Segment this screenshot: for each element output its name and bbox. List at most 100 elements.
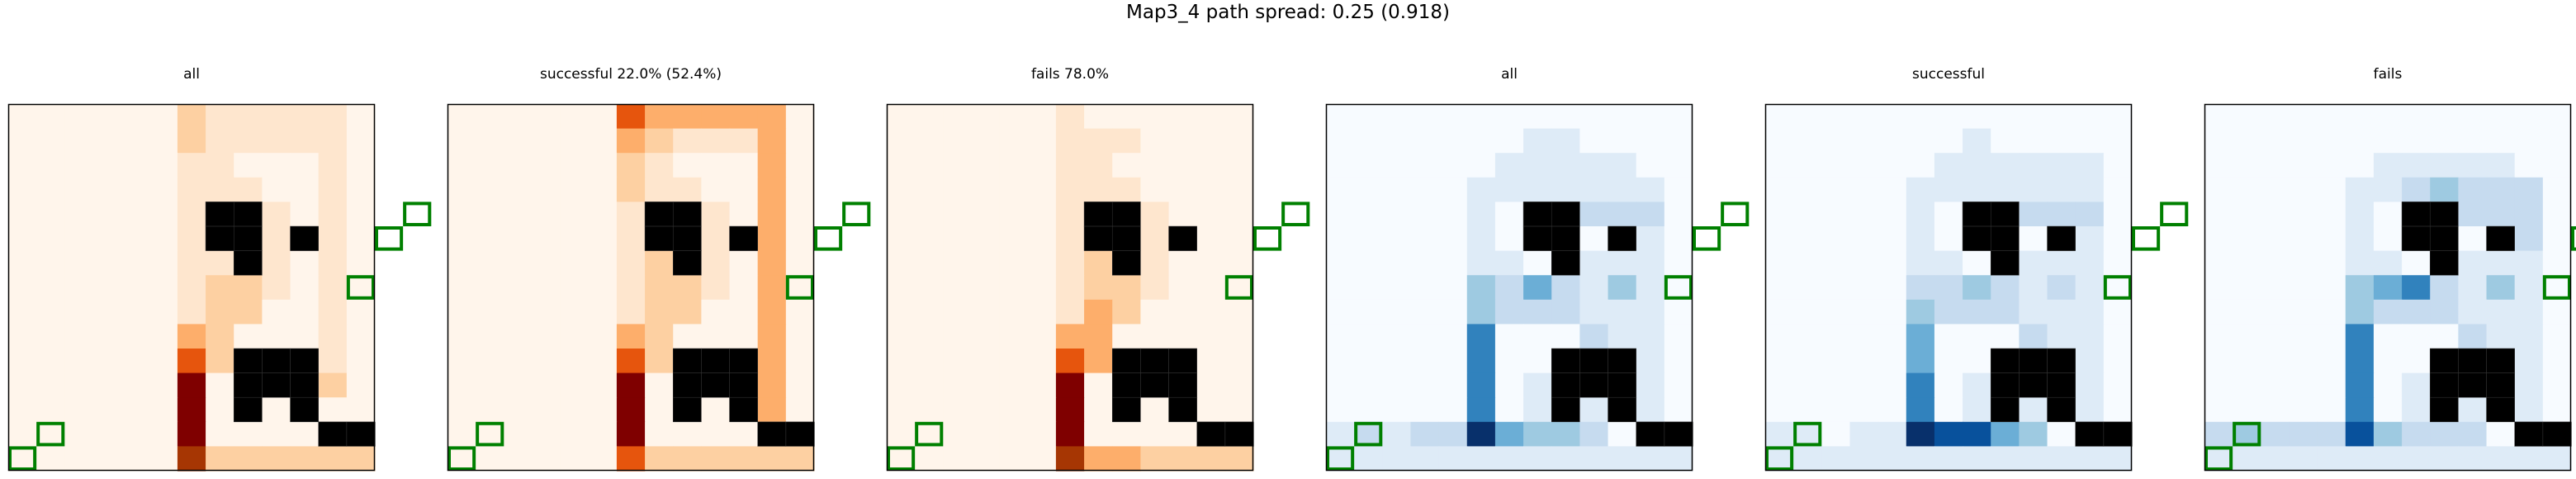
heatmap-cell: [785, 250, 815, 276]
heatmap-cell: [2019, 177, 2048, 202]
heatmap-cell: [1579, 226, 1609, 252]
heatmap-cell: [177, 226, 206, 252]
heatmap-cell: [504, 177, 533, 202]
heatmap-cell: [1849, 446, 1879, 472]
heatmap-cell: [2458, 128, 2488, 154]
heatmap-cell: [1765, 250, 1794, 276]
plot-frame: [2204, 103, 2572, 472]
wall-cell: [1991, 226, 2020, 252]
heatmap-cell: [999, 446, 1029, 472]
heatmap-cell: [887, 299, 916, 325]
heatmap-cell: [92, 177, 122, 202]
heatmap-cell: [1326, 275, 1355, 301]
wall-cell-outline: [1111, 250, 1141, 276]
heatmap-cell: [1354, 275, 1383, 301]
wall-cell-outline: [2429, 396, 2459, 423]
heatmap-cell: [1168, 446, 1198, 472]
wall-cell: [1112, 397, 1141, 423]
heatmap-cell: [121, 299, 150, 325]
heatmap-cell: [645, 275, 674, 301]
heatmap-cell: [290, 324, 320, 349]
heatmap-cell: [1878, 250, 1907, 276]
heatmap-cell: [887, 128, 916, 154]
heatmap-cell: [2233, 446, 2261, 472]
heatmap-cell: [1410, 177, 1440, 202]
heatmap-cell: [1523, 421, 1552, 447]
heatmap-cell: [1793, 349, 1822, 374]
heatmap-cell: [1140, 104, 1170, 130]
wall-cell: [673, 226, 702, 252]
heatmap-cell: [1878, 446, 1907, 472]
heatmap-cell: [2373, 128, 2403, 154]
heatmap-cell: [1765, 104, 1794, 130]
heatmap-cell: [701, 250, 731, 276]
heatmap-cell: [645, 349, 674, 374]
heatmap-cell: [1438, 104, 1468, 130]
heatmap-cell: [645, 104, 674, 130]
heatmap-cell: [1821, 202, 1851, 227]
heatmap-cell: [36, 324, 65, 349]
heatmap-cell: [999, 250, 1029, 276]
heatmap-cell: [1849, 397, 1879, 423]
heatmap-cell: [2103, 250, 2133, 276]
heatmap-cell: [785, 104, 815, 130]
heatmap-cell: [2289, 372, 2318, 398]
heatmap-cell: [476, 275, 504, 301]
heatmap-cell: [2019, 104, 2048, 130]
heatmap-cell: [1934, 372, 1963, 398]
goal-marker: [1721, 202, 1750, 227]
heatmap-cell: [447, 397, 476, 423]
heatmap-cell: [2514, 128, 2544, 154]
heatmap-cell: [262, 397, 291, 423]
wall-cell: [1168, 372, 1198, 398]
heatmap-cell: [2075, 250, 2105, 276]
wall-cell: [262, 349, 291, 374]
heatmap-cell: [2019, 250, 2048, 276]
heatmap-cell: [1382, 275, 1412, 301]
heatmap-cell: [64, 372, 94, 398]
heatmap-cell: [2514, 177, 2544, 202]
heatmap-cell: [121, 153, 150, 178]
heatmap-cell: [1821, 250, 1851, 276]
heatmap-cell: [560, 372, 590, 398]
heatmap-cell: [532, 324, 561, 349]
goal-marker: [447, 446, 476, 471]
heatmap-cell: [1906, 397, 1935, 423]
heatmap-cell: [2402, 128, 2431, 154]
heatmap-cell: [616, 153, 646, 178]
heatmap-cell: [2345, 226, 2375, 252]
heatmap-cell: [2317, 324, 2346, 349]
heatmap-cell: [729, 299, 759, 325]
heatmap-cell: [560, 202, 590, 227]
heatmap-cell: [2402, 421, 2431, 447]
wall-cell: [2402, 202, 2431, 227]
heatmap-cell: [532, 177, 561, 202]
heatmap-cell: [1027, 250, 1057, 276]
heatmap-cell: [2430, 153, 2459, 178]
heatmap-cell: [206, 128, 234, 154]
heatmap-cell: [2261, 250, 2290, 276]
heatmap-cell: [1523, 275, 1552, 301]
wall-cell: [1991, 202, 2020, 227]
heatmap-cell: [2458, 202, 2488, 227]
heatmap-cell: [2317, 250, 2346, 276]
heatmap-cell: [504, 324, 533, 349]
heatmap-cell: [757, 397, 787, 423]
heatmap-cell: [915, 372, 944, 398]
heatmap-cell: [1055, 153, 1085, 178]
heatmap-cell: [1991, 128, 2020, 154]
heatmap-cell: [1438, 202, 1468, 227]
heatmap-cell: [447, 226, 476, 252]
heatmap-cell: [92, 275, 122, 301]
wall-cell: [1636, 421, 1665, 447]
heatmap-cell: [1438, 372, 1468, 398]
wall-cell-outline: [1111, 396, 1141, 423]
heatmap-cell: [262, 275, 291, 301]
heatmap-cell: [2345, 421, 2375, 447]
heatmap-cell: [2103, 202, 2133, 227]
heatmap-cell: [2261, 421, 2290, 447]
wall-cell: [1168, 349, 1198, 374]
heatmap-cell: [1551, 324, 1580, 349]
heatmap-cell: [1494, 299, 1524, 325]
heatmap-cell: [36, 226, 65, 252]
